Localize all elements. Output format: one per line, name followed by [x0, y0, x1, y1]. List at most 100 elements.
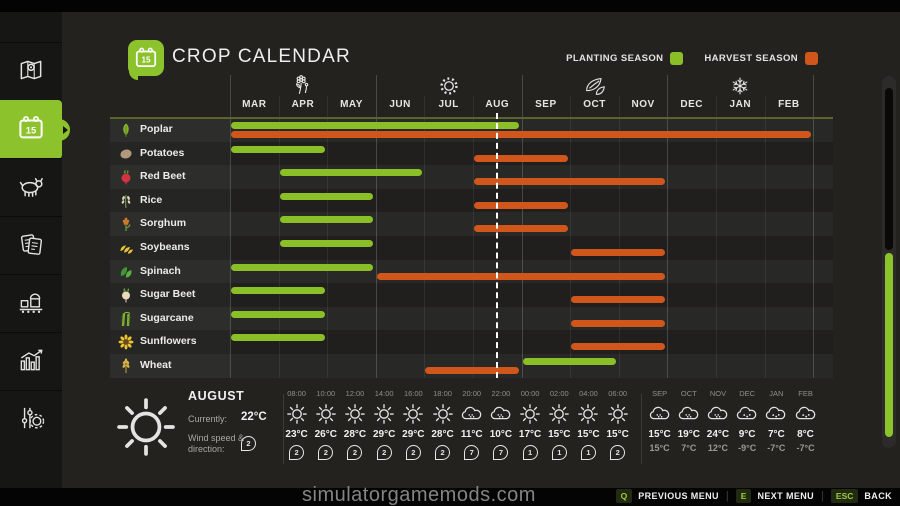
crop-row-bg	[230, 354, 833, 378]
crop-name: Sorghum	[140, 217, 187, 230]
month-header-jun: JUN	[389, 99, 411, 110]
hint-label: NEXT MENU	[757, 491, 815, 501]
sun-icon	[315, 402, 337, 426]
crop-name: Red Beet	[140, 170, 186, 183]
sidebar-item-animals[interactable]	[0, 158, 62, 217]
wind-direction-icon: 2	[376, 444, 392, 460]
crop-row-bg	[110, 283, 230, 307]
forecast-time: 04:00	[579, 389, 598, 398]
hint-separator: |	[725, 490, 729, 502]
hint-label: BACK	[864, 491, 892, 501]
wind-direction-icon: 2	[318, 444, 334, 460]
hourly-forecast-item: 06:00 15°C 2	[603, 389, 632, 461]
sugar-beet-icon	[118, 287, 134, 303]
current-wind-direction-icon: 2	[241, 436, 256, 451]
sidebar-item-map[interactable]	[0, 42, 62, 101]
current-temperature: 22°C	[241, 411, 267, 423]
wind-direction-icon: 2	[347, 444, 363, 460]
hint-previous-menu[interactable]: Q PREVIOUS MENU	[615, 489, 719, 503]
forecast-time: 10:00	[316, 389, 336, 398]
sun-icon	[577, 402, 599, 426]
forecast-temp: 29°C	[402, 429, 425, 440]
rice-icon	[118, 193, 134, 209]
hourly-forecast-item: 14:00 29°C 2	[370, 389, 399, 461]
forecast-high-temp: 15°C	[648, 429, 671, 440]
snow-cloud-icon	[736, 402, 758, 426]
planting-bar	[231, 145, 325, 153]
sidebar-item-calendar[interactable]: 15	[0, 100, 70, 159]
forecast-temp: 15°C	[548, 429, 571, 440]
hourly-forecast-item: 18:00 28°C 2	[428, 389, 457, 461]
sidebar-item-statistics[interactable]	[0, 332, 62, 391]
crop-name: Rice	[140, 193, 163, 206]
settings-icon	[16, 403, 46, 438]
hourly-forecast-item: 10:00 26°C 2	[311, 389, 340, 461]
current-month-label: AUGUST	[188, 389, 245, 403]
planting-bar	[279, 192, 374, 200]
sun-icon	[344, 402, 366, 426]
month-gridline	[716, 96, 717, 378]
forecast-temp: 11°C	[460, 429, 483, 440]
forecast-low-temp: 12°C	[707, 443, 729, 453]
wind-direction-icon: 2	[289, 444, 305, 460]
map-icon	[16, 55, 46, 90]
hourly-forecast-item: 02:00 15°C 1	[545, 389, 574, 461]
autumn-leaves-icon	[582, 73, 608, 99]
snow-cloud-icon	[765, 402, 787, 426]
hint-label: PREVIOUS MENU	[638, 491, 719, 501]
monthly-forecast: SEP 15°C 15°C OCT 19°C 7°C NOV 24°C 12°C DE…	[645, 389, 820, 456]
wind-direction-icon: 7	[493, 444, 509, 460]
planting-bar	[279, 240, 374, 247]
month-header-sep: SEP	[535, 99, 557, 110]
harvest-bar	[425, 367, 520, 374]
wind-direction-icon: 1	[522, 444, 538, 460]
harvest-bar	[376, 272, 665, 280]
forecast-high-temp: 19°C	[677, 429, 700, 440]
scrollbar-thumb[interactable]	[885, 253, 893, 437]
hourly-forecast: 08:00 23°C 2 10:00 26°C 2 12:00 28°C 2 14:0…	[282, 389, 632, 461]
sidebar-item-settings[interactable]	[0, 390, 62, 449]
forecast-temp: 23°C	[285, 429, 308, 440]
planting-bar	[231, 122, 520, 129]
hourly-forecast-item: 08:00 23°C 2	[282, 389, 311, 461]
hint-back[interactable]: ESC BACK	[830, 489, 892, 503]
red-beet-icon	[118, 169, 134, 185]
month-gridline	[424, 96, 426, 378]
month-header-jul: JUL	[438, 99, 459, 110]
forecast-month: OCT	[680, 389, 697, 398]
planting-swatch	[670, 52, 684, 65]
rain-cloud-icon	[678, 402, 700, 426]
wind-direction-icon: 7	[464, 444, 480, 460]
forecast-low-temp: -7°C	[796, 443, 815, 453]
hint-next-menu[interactable]: E NEXT MENU	[735, 489, 815, 503]
rain-icon	[461, 402, 483, 426]
statistics-icon	[16, 345, 46, 380]
scrollbar-upper-segment[interactable]	[885, 88, 893, 250]
weather-divider	[283, 394, 284, 464]
forecast-low-temp: 7°C	[681, 443, 697, 453]
forecast-month: JAN	[769, 389, 784, 398]
month-header-dec: DEC	[680, 99, 703, 110]
month-gridline	[570, 96, 572, 378]
crop-row-bg	[110, 236, 230, 260]
svg-text:15: 15	[141, 56, 151, 65]
key-hints: Q PREVIOUS MENU | E NEXT MENU | ESC BACK	[615, 489, 892, 503]
sun-icon	[548, 402, 570, 426]
forecast-month: DEC	[739, 389, 756, 398]
rain-cloud-icon	[649, 402, 671, 426]
forecast-month: NOV	[709, 389, 727, 398]
monthly-forecast-item: JAN 7°C -7°C	[762, 389, 791, 456]
monthly-forecast-item: FEB 8°C -7°C	[791, 389, 820, 456]
forecast-time: 02:00	[549, 389, 569, 398]
cow-icon	[16, 171, 46, 206]
sidebar-item-production[interactable]	[0, 274, 62, 333]
hourly-forecast-item: 16:00 29°C 2	[399, 389, 428, 461]
spinach-icon	[118, 264, 134, 280]
sunflowers-icon	[118, 334, 134, 350]
rain-icon	[490, 402, 512, 426]
crop-row-bg	[230, 141, 833, 166]
harvest-bar	[571, 343, 665, 351]
monthly-forecast-item: OCT 19°C 7°C	[674, 389, 703, 456]
sidebar-item-contracts[interactable]	[0, 216, 62, 275]
